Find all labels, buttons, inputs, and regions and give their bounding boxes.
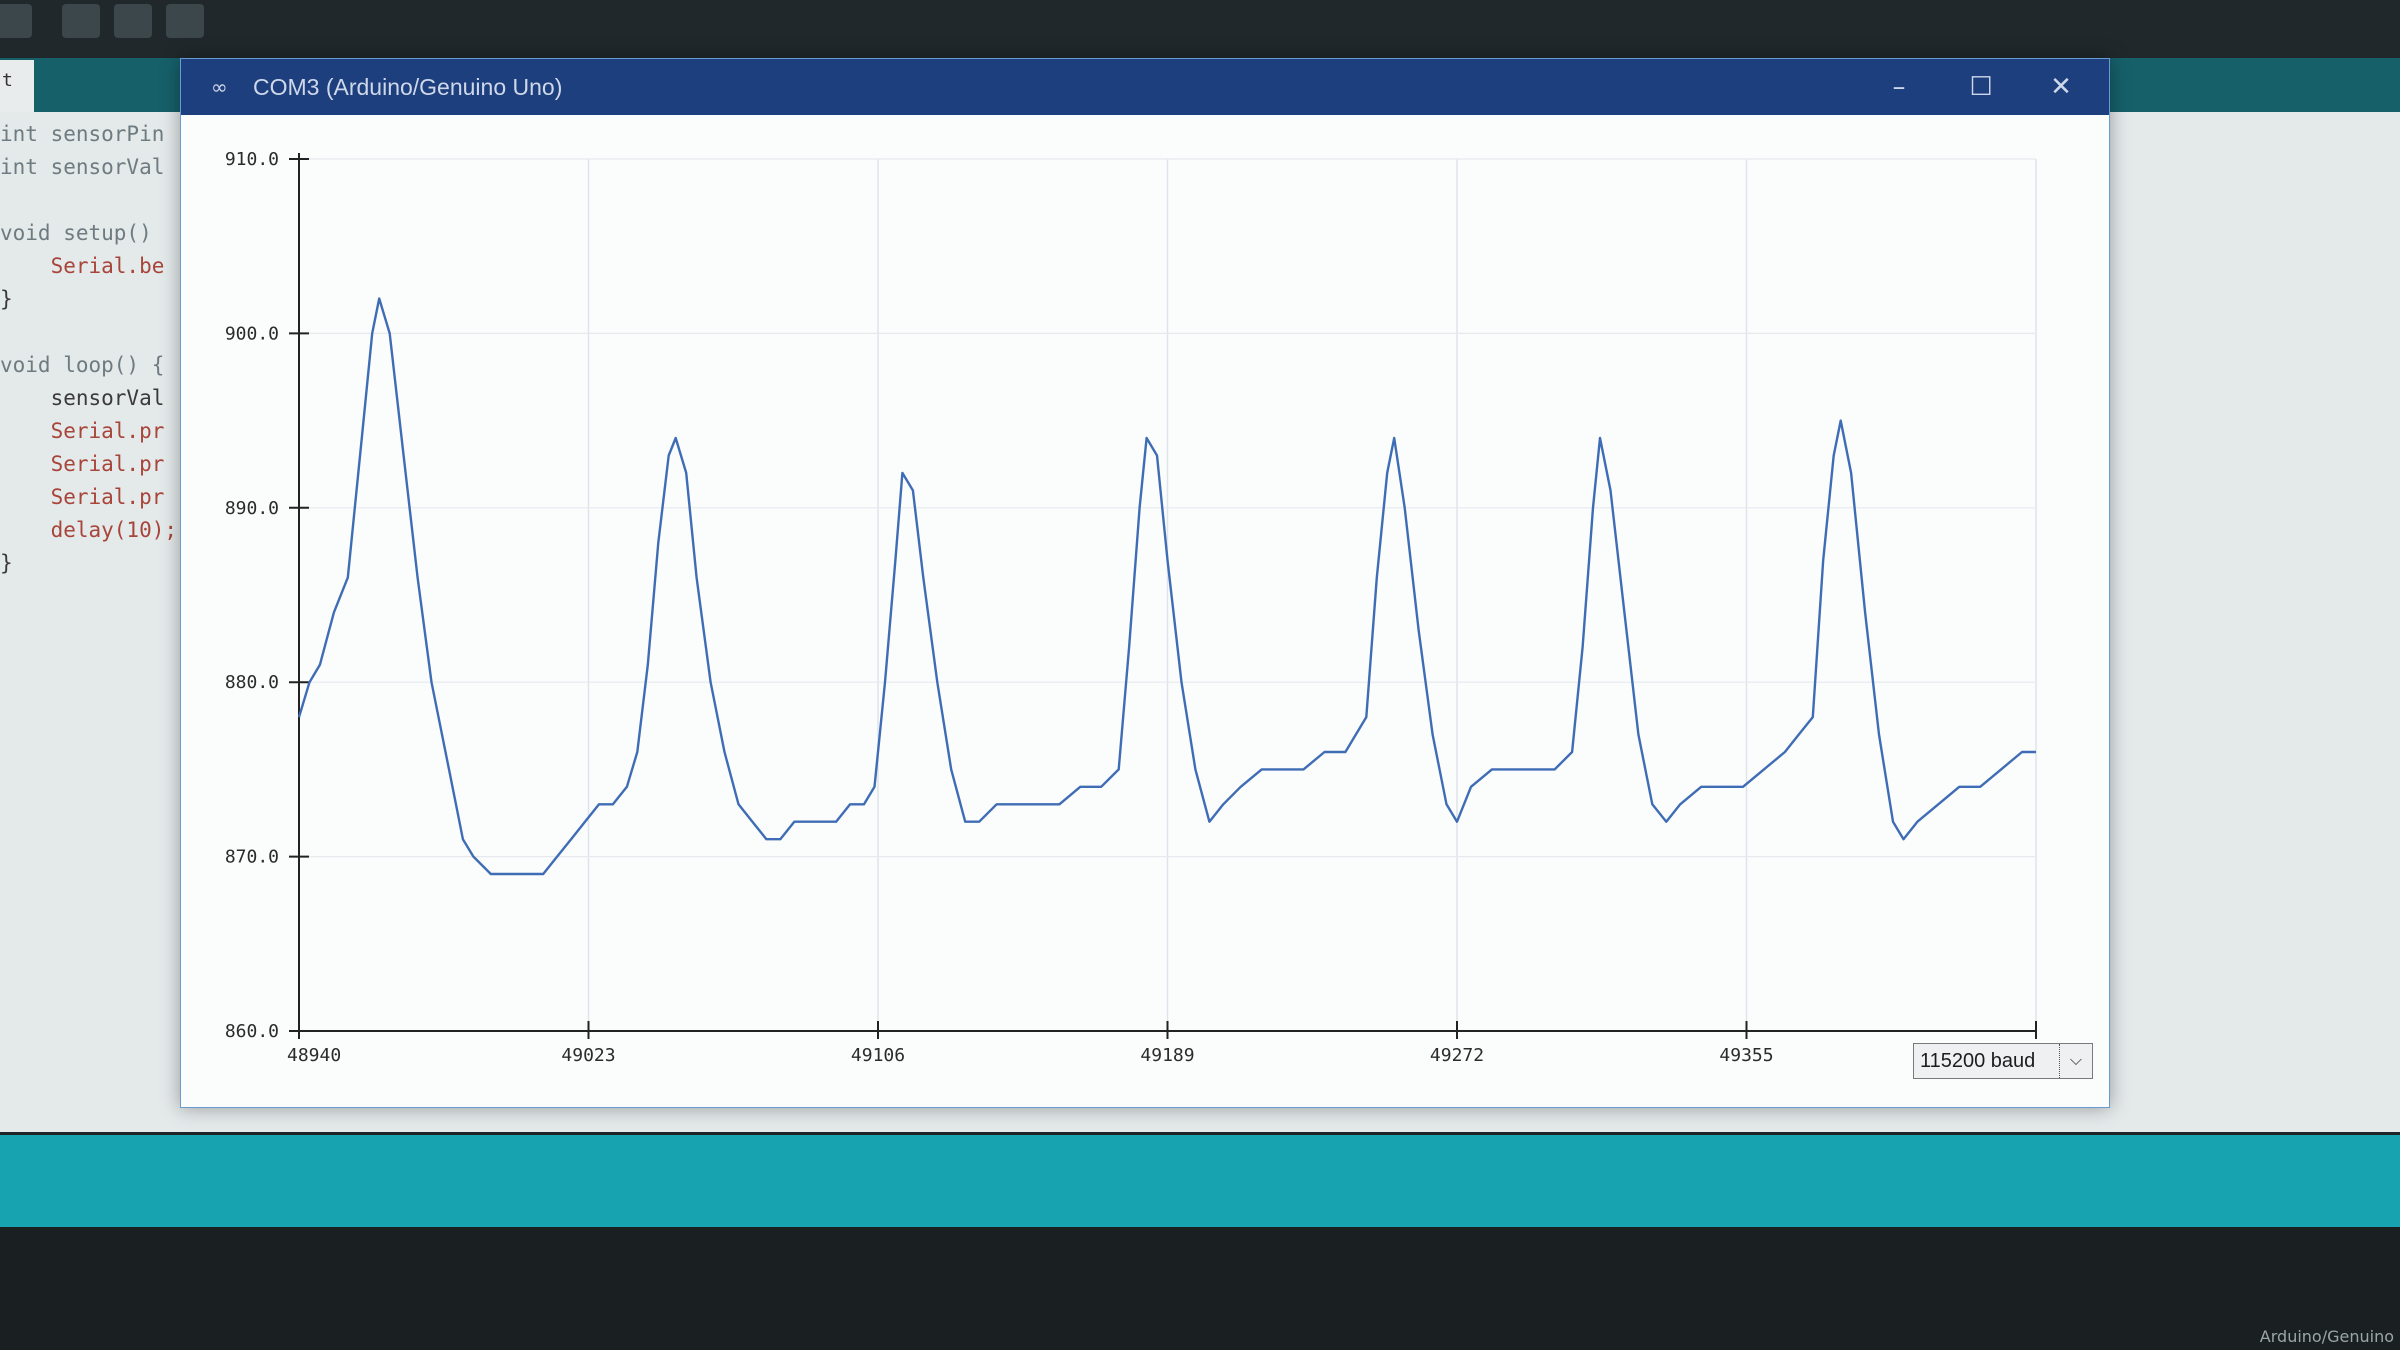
- close-button[interactable]: ✕: [2050, 72, 2072, 102]
- baud-rate-value: 115200 baud: [1914, 1044, 2060, 1078]
- code-line: delay(10);: [0, 518, 178, 542]
- code-line: }: [0, 287, 13, 311]
- code-line: void loop() {: [0, 353, 165, 377]
- board-status-text: Arduino/Genuino: [2259, 1327, 2394, 1346]
- console-header-bar: [0, 1135, 2400, 1227]
- x-tick-label: 49272: [1430, 1045, 1484, 1066]
- code-line: void setup(): [0, 221, 152, 245]
- code-line: int sensorPin: [0, 122, 165, 146]
- x-tick-label: 49189: [1140, 1045, 1194, 1066]
- maximize-button[interactable]: ☐: [1969, 72, 1993, 102]
- code-line: [0, 316, 200, 349]
- new-sketch-button[interactable]: [114, 4, 152, 38]
- upload-button[interactable]: [62, 4, 100, 38]
- y-tick-label: 860.0: [225, 1021, 279, 1042]
- y-tick-label: 870.0: [225, 847, 279, 868]
- y-tick-label: 910.0: [225, 149, 279, 170]
- window-titlebar[interactable]: ∞ COM3 (Arduino/Genuino Uno) – ☐ ✕: [181, 59, 2109, 115]
- infinity-icon: ∞: [211, 75, 228, 99]
- y-tick-label: 900.0: [225, 323, 279, 344]
- ide-toolbar: [0, 0, 2400, 58]
- x-tick-label: 49355: [1719, 1045, 1773, 1066]
- code-text[interactable]: int sensorPin int sensorVal void setup() …: [0, 118, 200, 580]
- y-tick-label: 890.0: [225, 498, 279, 519]
- x-tick-label: 48940: [287, 1045, 341, 1066]
- verify-button[interactable]: [0, 4, 32, 38]
- baud-rate-select[interactable]: 115200 baud ⌵: [1913, 1043, 2093, 1079]
- x-tick-label: 49106: [851, 1045, 905, 1066]
- console-output: Arduino/Genuino: [0, 1227, 2400, 1350]
- code-line: int sensorVal: [0, 155, 165, 179]
- code-line: sensorVal: [0, 386, 165, 410]
- serial-plotter-window: ∞ COM3 (Arduino/Genuino Uno) – ☐ ✕ 910.0…: [180, 58, 2110, 1108]
- open-sketch-button[interactable]: [166, 4, 204, 38]
- code-line: Serial.pr: [0, 452, 165, 476]
- sketch-tab[interactable]: t: [0, 60, 34, 112]
- line-chart: 910.0 900.0 890.0 880.0 870.0 860.0 48940 49023…: [225, 149, 2062, 1066]
- code-line: }: [0, 551, 13, 575]
- code-line: Serial.pr: [0, 419, 165, 443]
- chevron-down-icon: ⌵: [2069, 1052, 2083, 1069]
- y-tick-label: 880.0: [225, 672, 279, 693]
- plot-area: 910.0 900.0 890.0 880.0 870.0 860.0 48940 49023…: [181, 115, 2109, 1109]
- code-line: Serial.be: [0, 254, 165, 278]
- x-tick-label: 49023: [561, 1045, 615, 1066]
- code-line: [0, 184, 200, 217]
- code-line: Serial.pr: [0, 485, 165, 509]
- window-title: COM3 (Arduino/Genuino Uno): [253, 73, 563, 100]
- minimize-button[interactable]: –: [1892, 72, 1906, 102]
- series-line: [297, 297, 2036, 876]
